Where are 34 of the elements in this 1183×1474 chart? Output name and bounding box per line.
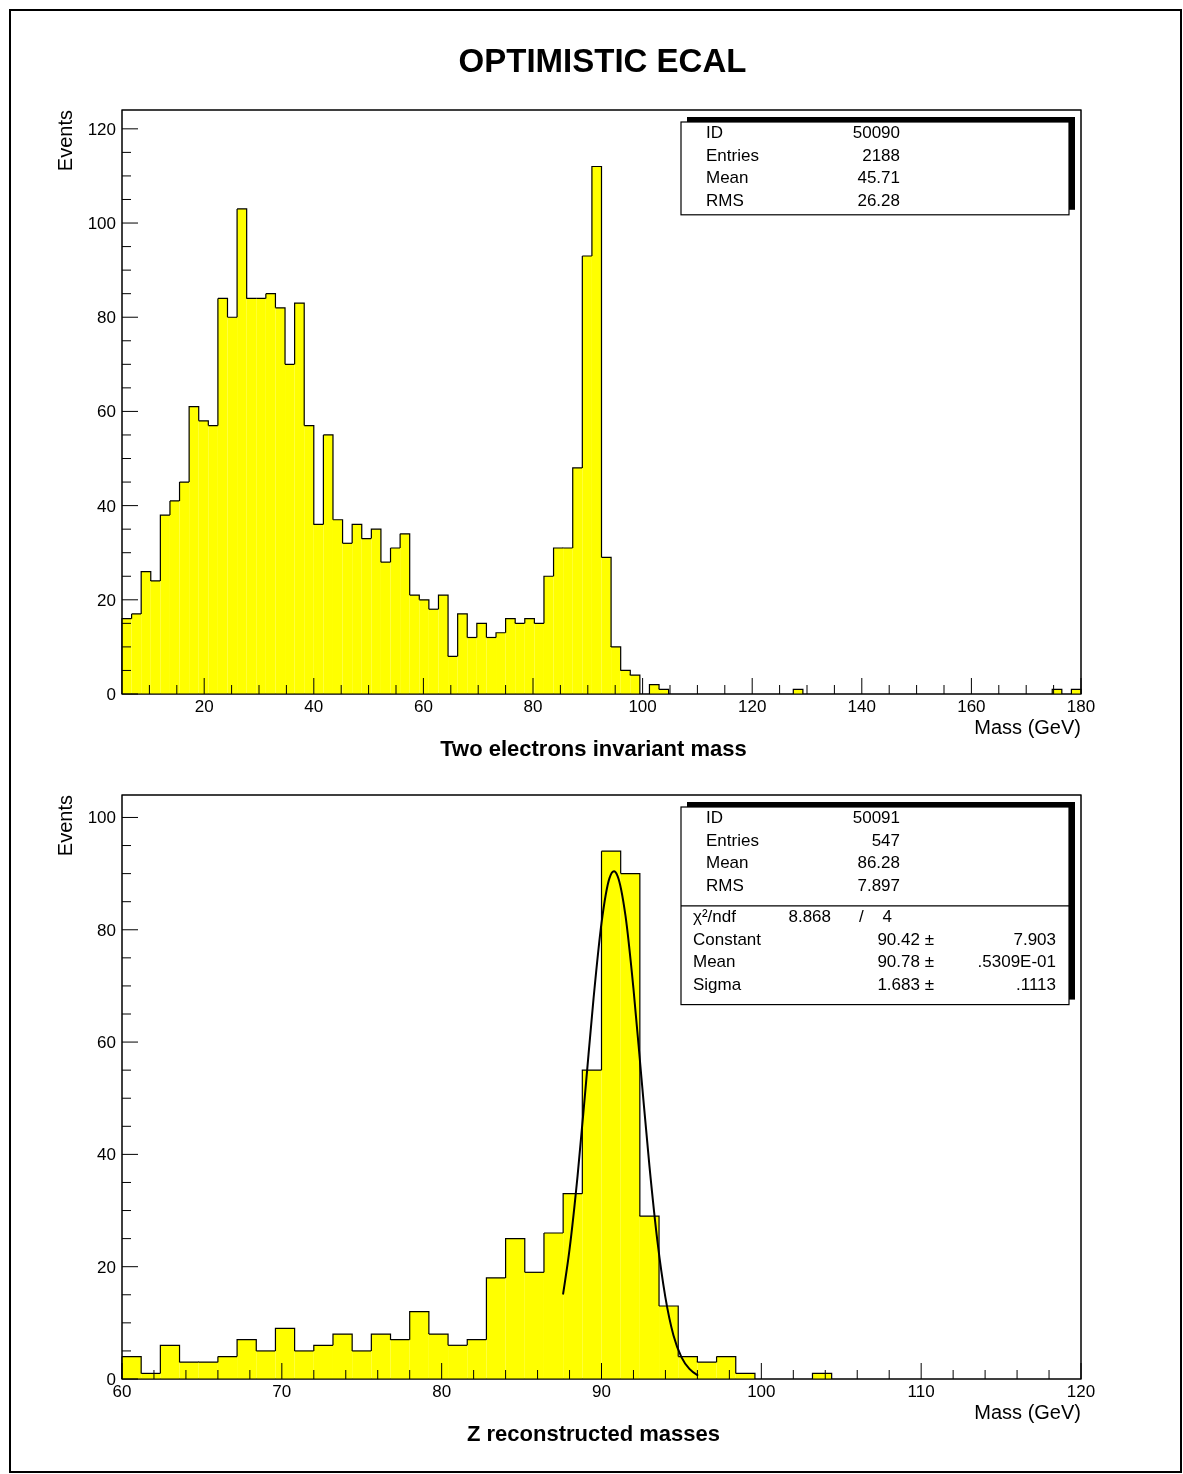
x-tick-label: 140 <box>847 697 876 716</box>
text: Z reconstructed masses <box>466 1421 721 1446</box>
y-tick-label: 60 <box>97 402 116 422</box>
x-tick-label: 100 <box>628 697 657 716</box>
y-tick-label: 100 <box>87 214 116 234</box>
x-tick-label: 90 <box>592 1382 611 1401</box>
y-tick-label: 120 <box>87 119 116 139</box>
x-tick-label: 40 <box>304 697 324 716</box>
y-tick-label: 20 <box>97 590 116 610</box>
y-tick-label: 0 <box>106 685 116 704</box>
y-tick-label: 20 <box>97 1257 116 1277</box>
y-axis-title: Events <box>54 795 76 857</box>
y-tick-label: 60 <box>97 1033 116 1053</box>
x-tick-label: 160 <box>957 697 986 716</box>
x-tick-label: 80 <box>432 1382 452 1401</box>
x-tick-label: 100 <box>747 1382 776 1401</box>
y-tick-label: 40 <box>97 496 116 516</box>
x-tick-label: 60 <box>413 697 433 716</box>
x-tick-label: 110 <box>907 1382 935 1401</box>
text: Two electrons invariant mass <box>440 736 747 761</box>
y-tick-label: 80 <box>97 920 116 940</box>
x-tick-label: 80 <box>523 697 543 716</box>
y-axis-title: Events <box>54 110 76 172</box>
x-tick-label: 120 <box>1066 1382 1096 1401</box>
x-tick-label: 180 <box>1066 697 1096 716</box>
chart-title: OPTIMISTIC ECAL <box>458 42 747 79</box>
y-tick-label: 100 <box>87 808 116 828</box>
y-tick-label: 40 <box>97 1145 116 1165</box>
x-tick-label: 70 <box>272 1382 292 1401</box>
y-tick-label: 80 <box>97 308 116 328</box>
x-axis-title: Mass (GeV) <box>974 716 1081 738</box>
x-tick-label: 20 <box>194 697 214 716</box>
x-tick-label: 120 <box>738 697 767 716</box>
x-axis-title: Mass (GeV) <box>974 1401 1081 1423</box>
